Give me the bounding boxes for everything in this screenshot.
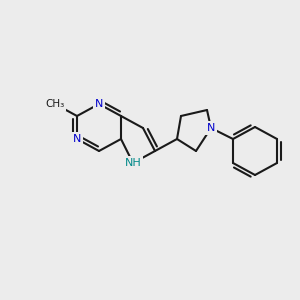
Text: NH: NH: [124, 158, 141, 168]
Text: N: N: [95, 99, 103, 109]
Text: CH₃: CH₃: [45, 99, 64, 109]
Text: N: N: [207, 123, 215, 133]
Text: N: N: [73, 134, 81, 144]
